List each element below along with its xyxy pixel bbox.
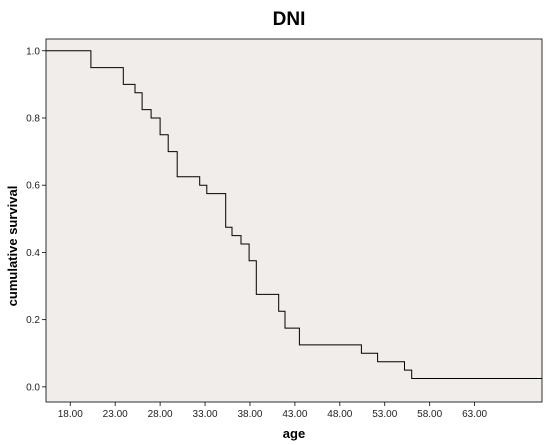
x-tick-label: 48.00: [327, 409, 352, 420]
plot-area: [45, 38, 543, 403]
x-tick-label: 43.00: [282, 409, 307, 420]
y-tick-label: 0.0: [26, 382, 40, 393]
y-tick-label: 0.2: [26, 315, 40, 326]
y-tick-label: 1.0: [26, 46, 40, 57]
x-axis-label: age: [283, 426, 305, 441]
x-axis: 18.00 23.00 28.00 33.00 38.00 43.00 48.00 53.00…: [58, 402, 488, 420]
x-tick-label: 18.00: [58, 409, 83, 420]
x-tick-label: 53.00: [372, 409, 397, 420]
y-tick-label: 0.8: [26, 113, 40, 124]
x-tick-label: 33.00: [193, 409, 218, 420]
y-axis: 0.0 0.2 0.4 0.6 0.8 1.0: [26, 46, 46, 393]
y-axis-label: cumulative survival: [5, 186, 20, 307]
x-tick-label: 28.00: [148, 409, 173, 420]
x-tick-label: 63.00: [462, 409, 487, 420]
y-tick-label: 0.6: [26, 181, 40, 192]
x-tick-label: 58.00: [417, 409, 442, 420]
x-tick-label: 38.00: [237, 409, 262, 420]
y-tick-label: 0.4: [26, 248, 40, 259]
chart-title: DNI: [273, 9, 306, 30]
x-tick-label: 23.00: [103, 409, 128, 420]
survival-step-line: [46, 50, 542, 379]
